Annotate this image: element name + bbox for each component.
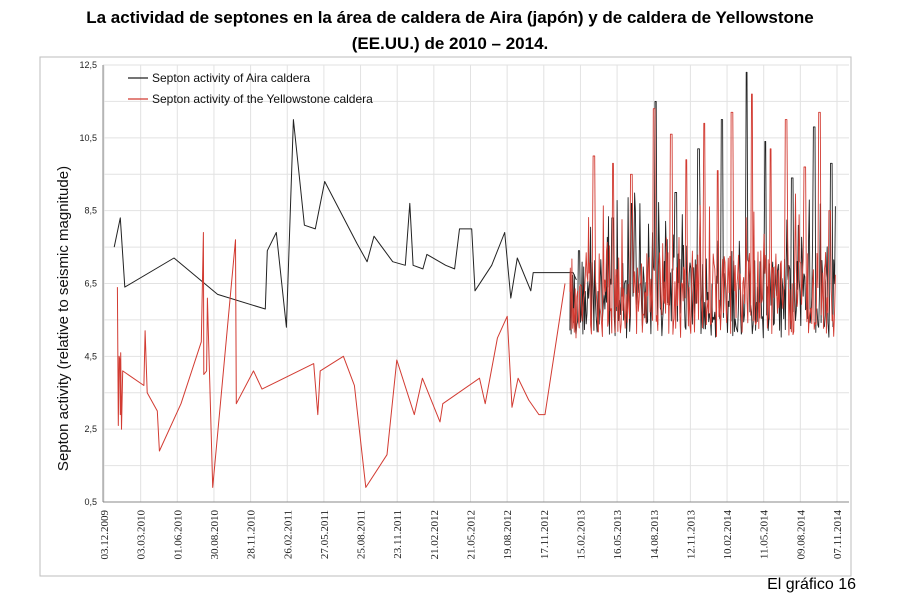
y-tick-label: 6,5 — [84, 279, 97, 289]
y-tick-label: 8,5 — [84, 206, 97, 216]
x-tick-label: 01.06.2010 — [172, 510, 184, 560]
x-tick-label: 21.02.2012 — [429, 510, 441, 560]
y-tick-label: 12,5 — [79, 60, 97, 70]
series-line-yellowstone — [116, 232, 566, 488]
x-tick-label: 11.05.2014 — [759, 510, 771, 560]
series-line-yellowstone-dense — [569, 93, 836, 339]
chart-title-line-2: (EE.UU.) de 2010 – 2014. — [351, 34, 549, 53]
x-tick-label: 09.08.2014 — [795, 510, 807, 560]
x-tick-label: 10.02.2014 — [722, 510, 734, 560]
x-tick-label: 07.11.2014 — [832, 510, 844, 560]
chart-frame — [39, 56, 852, 577]
x-tick-label: 19.08.2012 — [502, 510, 514, 559]
x-tick-label: 03.03.2010 — [136, 510, 148, 560]
y-tick-label: 0,5 — [84, 497, 97, 507]
x-tick-label: 16.05.2013 — [612, 510, 624, 560]
x-tick-label: 12.11.2013 — [685, 510, 697, 560]
legend-label-aira: Septon activity of Aira caldera — [152, 71, 310, 85]
x-tick-label: 26.02.2011 — [282, 510, 294, 559]
x-tick-label: 27.05.2011 — [319, 510, 331, 559]
figure-caption: El gráfico 16 — [767, 576, 856, 593]
x-tick-label: 03.12.2009 — [99, 510, 111, 560]
x-tick-label: 17.11.2012 — [539, 510, 551, 559]
x-tick-label: 21.05.2012 — [466, 510, 478, 560]
y-tick-label: 10,5 — [79, 133, 97, 143]
x-tick-label: 15.02.2013 — [575, 510, 587, 560]
y-tick-label: 2,5 — [84, 424, 97, 434]
legend-label-yellowstone: Septon activity of the Yellowstone calde… — [152, 92, 373, 106]
x-tick-label: 23.11.2011 — [392, 510, 404, 559]
chart-title-line-1: La actividad de septones en la área de c… — [86, 8, 814, 27]
y-axis-label: Septon activity (relative to seismic mag… — [55, 166, 72, 471]
series-line-aira — [113, 119, 577, 328]
x-tick-label: 28.11.2010 — [246, 510, 258, 560]
x-tick-label: 30.08.2010 — [209, 510, 221, 560]
x-tick-label: 25.08.2011 — [356, 510, 368, 559]
x-tick-label: 14.08.2013 — [649, 510, 661, 560]
y-tick-label: 4,5 — [84, 351, 97, 361]
